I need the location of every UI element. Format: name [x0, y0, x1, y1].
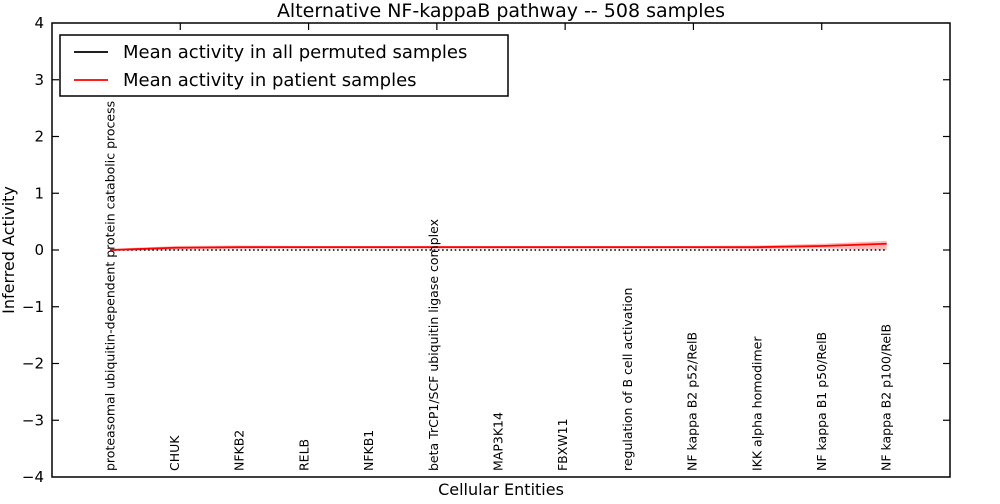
y-tick-label: 0: [34, 241, 44, 259]
x-axis-label: Cellular Entities: [438, 480, 564, 499]
legend: Mean activity in all permuted samples Me…: [59, 34, 509, 97]
x-category-label: proteasomal ubiquitin-dependent protein …: [102, 101, 117, 471]
y-tick-label: −3: [22, 411, 44, 429]
y-tick-label: −4: [22, 468, 44, 486]
x-category-label: regulation of B cell activation: [620, 288, 635, 471]
legend-label-patient: Mean activity in patient samples: [123, 70, 417, 91]
x-category-label: MAP3K14: [491, 412, 506, 471]
x-category-label: beta TrCP1/SCF ubiquitin ligase complex: [426, 219, 441, 471]
x-category-label: RELB: [296, 439, 311, 471]
y-tick-label: 1: [34, 184, 44, 202]
y-tick-label: −2: [22, 355, 44, 373]
legend-label-permuted: Mean activity in all permuted samples: [123, 42, 467, 63]
plot-content: proteasomal ubiquitin-dependent protein …: [22, 14, 950, 486]
x-category-label: NF kappa B1 p50/RelB: [814, 332, 829, 471]
x-category-label: NF kappa B2 p52/RelB: [685, 332, 700, 471]
x-category-label: IKK alpha homodimer: [749, 336, 764, 471]
y-axis-label: Inferred Activity: [0, 186, 18, 314]
x-category-label: CHUK: [167, 435, 182, 471]
x-category-label: NFKB2: [232, 430, 247, 471]
y-tick-label: 2: [34, 128, 44, 146]
y-tick-label: 4: [34, 14, 44, 32]
chart-title: Alternative NF-kappaB pathway -- 508 sam…: [277, 0, 725, 22]
x-category-label: NF kappa B2 p100/RelB: [879, 324, 894, 471]
y-tick-label: 3: [34, 71, 44, 89]
y-tick-label: −1: [22, 298, 44, 316]
x-category-label: NFKB1: [361, 430, 376, 471]
confidence-band: [110, 240, 887, 252]
x-category-label: FBXW11: [555, 418, 570, 471]
plot-frame: [51, 22, 951, 478]
series-line-1: [110, 242, 887, 251]
legend-box: [59, 34, 509, 97]
